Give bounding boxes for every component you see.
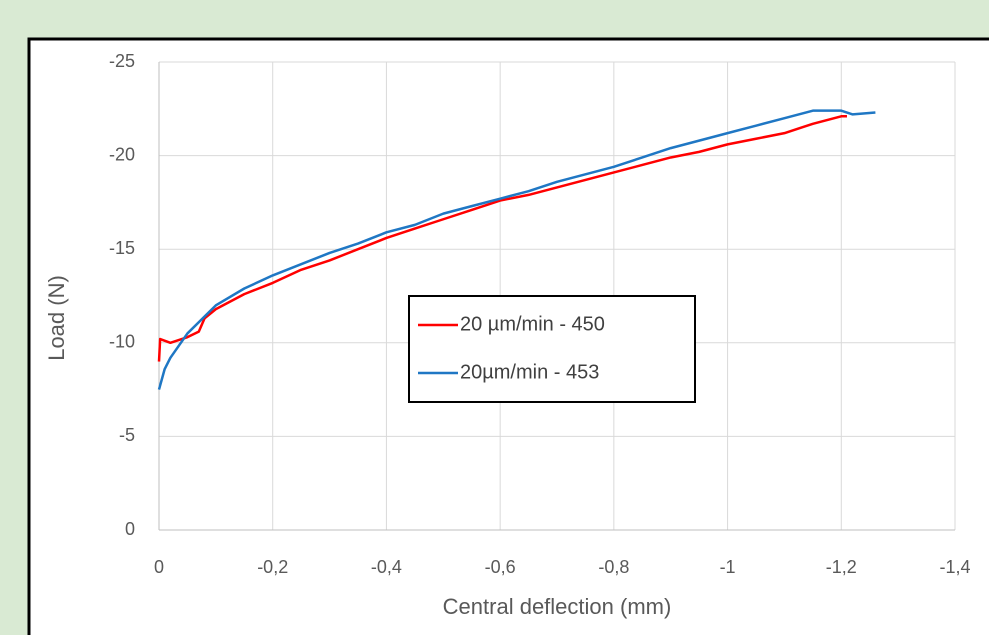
legend-box: [408, 295, 696, 403]
y-tick-label: -5: [119, 425, 135, 445]
legend-label: 20 µm/min - 450: [460, 313, 605, 335]
y-axis-label: Load (N): [44, 275, 69, 361]
x-axis-label: Central deflection (mm): [443, 594, 672, 619]
x-tick-label: -0,6: [485, 557, 516, 577]
series-line: [157, 109, 876, 390]
y-tick-label: -20: [109, 144, 135, 164]
x-tick-label: -0,4: [371, 557, 402, 577]
x-tick-label: -1: [720, 557, 736, 577]
legend-label: 20µm/min - 453: [460, 361, 599, 383]
y-tick-label: -10: [109, 332, 135, 352]
y-tick-label: -25: [109, 51, 135, 71]
series-line: [157, 115, 847, 362]
grid: [158, 61, 956, 531]
x-tick-label: 0: [154, 557, 164, 577]
x-tick-label: -1,2: [826, 557, 857, 577]
x-tick-label: -0,2: [257, 557, 288, 577]
plot-lines: [157, 109, 876, 390]
x-tick-label: -1,4: [939, 557, 970, 577]
y-tick-label: 0: [125, 519, 135, 539]
x-tick-label: -0,8: [598, 557, 629, 577]
y-tick-label: -15: [109, 238, 135, 258]
legend: 20 µm/min - 450 20µm/min - 453: [408, 295, 696, 403]
